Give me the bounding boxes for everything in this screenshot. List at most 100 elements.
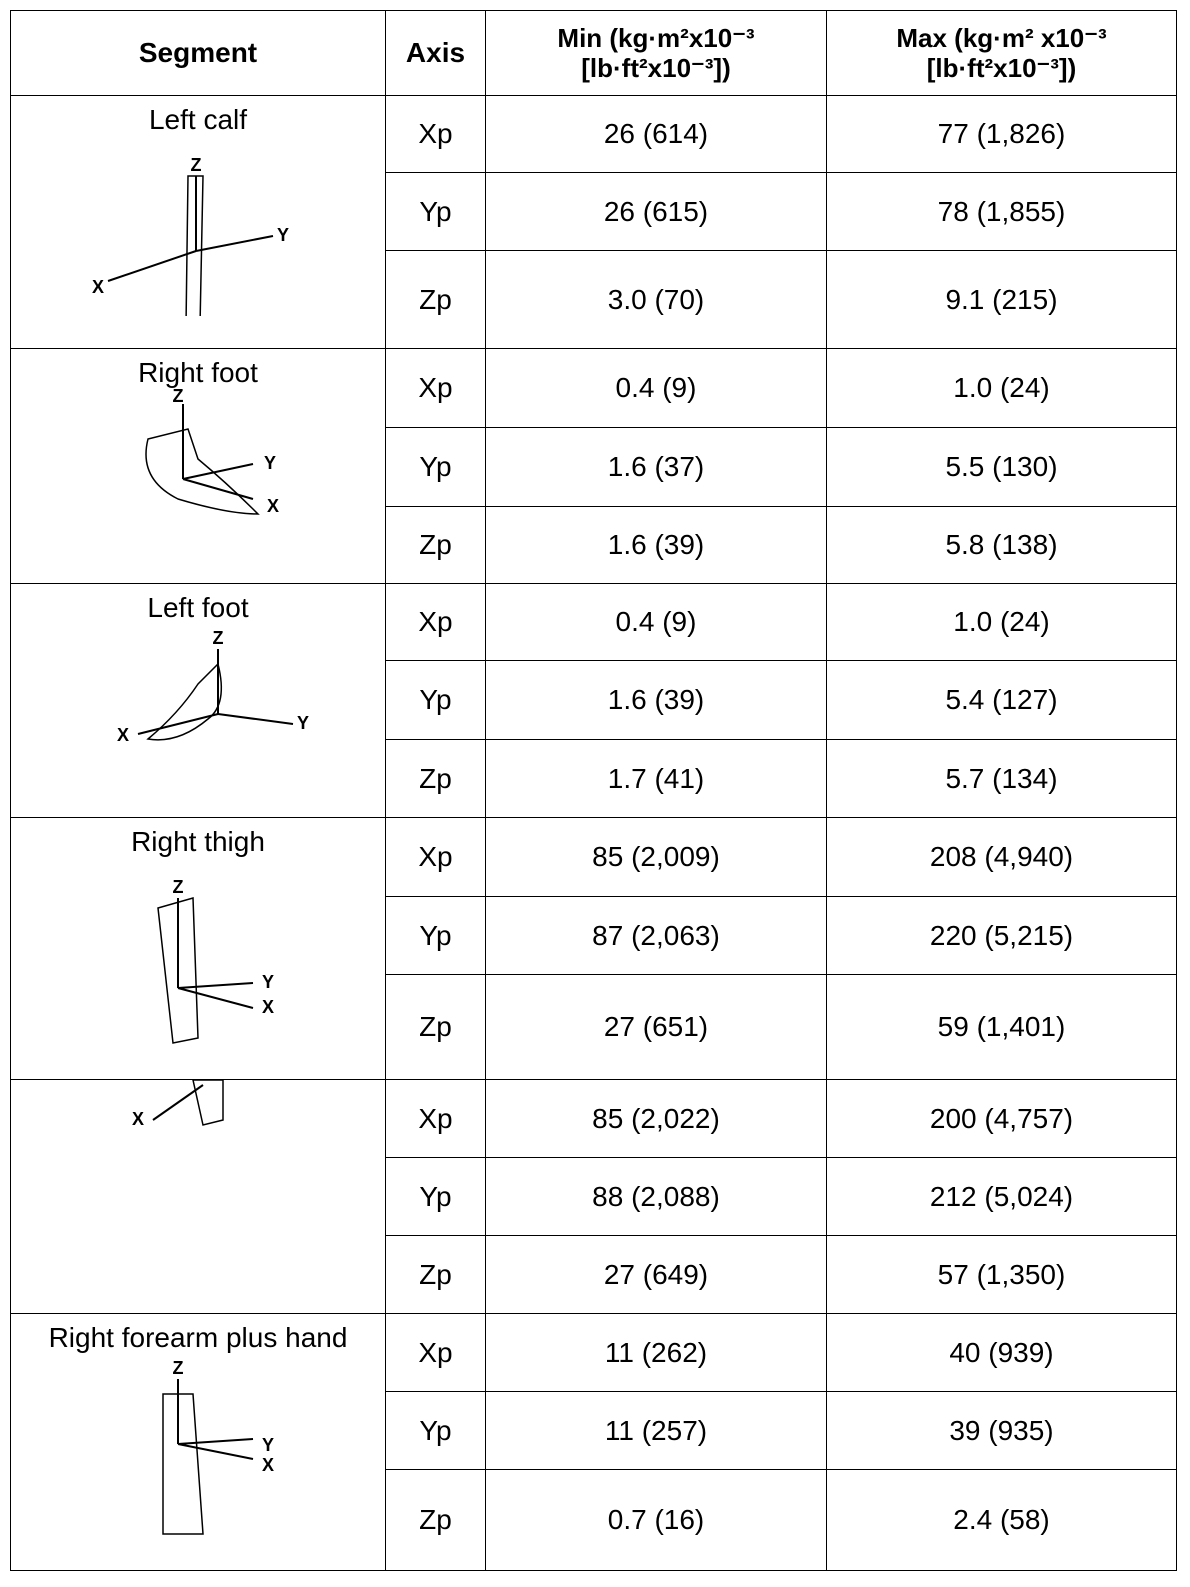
figure-label: X: [267, 496, 279, 516]
header-cell: Min (kg·m²x10⁻³ [lb·ft²x10⁻³]): [485, 10, 827, 96]
segment-cell: X: [10, 1079, 386, 1314]
segment-name: Left calf: [148, 104, 248, 135]
min-cell: 1.6 (37): [485, 427, 827, 507]
max-cell: 200 (4,757): [826, 1079, 1177, 1158]
max-cell: 1.0 (24): [826, 583, 1177, 661]
min-cell: 85 (2,009): [485, 817, 827, 897]
min-cell: 3.0 (70): [485, 250, 827, 349]
axis-cell: Xp: [385, 583, 486, 661]
max-cell: 220 (5,215): [826, 896, 1177, 975]
axis-arrow: [107, 250, 197, 282]
limb-outline: [162, 1393, 204, 1535]
axis-cell: Zp: [385, 506, 486, 584]
min-cell: 0.4 (9): [485, 583, 827, 661]
figure-label: Z: [173, 1358, 184, 1378]
figure-label: Y: [297, 713, 309, 733]
axis-cell: Xp: [385, 95, 486, 173]
axis-arrow: [182, 478, 254, 500]
min-cell: 11 (262): [485, 1313, 827, 1392]
table-row: Left foot Z Y X Xp 0.4 (9) 1.0 (24): [10, 583, 1177, 818]
header-line: Min (kg·m²x10⁻³: [557, 23, 755, 53]
max-cell: 5.8 (138): [826, 506, 1177, 584]
segment-name: Right thigh: [131, 826, 265, 857]
header-cell: Segment: [10, 10, 386, 96]
min-cell: 26 (614): [485, 95, 827, 173]
axis-cell: Xp: [385, 817, 486, 897]
table-row: Yp 11 (257) 39 (935): [11, 1391, 1177, 1470]
min-cell: 11 (257): [485, 1391, 827, 1470]
max-cell: 5.4 (127): [826, 660, 1177, 740]
max-cell: 5.7 (134): [826, 739, 1177, 818]
figure-label: X: [262, 1455, 274, 1475]
figure-label: Y: [262, 972, 274, 992]
figure-label: Z: [191, 155, 202, 175]
limb-outline: [146, 662, 223, 741]
axis-arrow: [177, 987, 254, 1009]
inertia-table: Segment Axis Min (kg·m²x10⁻³ [lb·ft²x10⁻³…: [10, 10, 1177, 1571]
table-row: Left calf Z Y X Xp 26 (614) 77 (1,826): [10, 95, 1177, 349]
max-cell: 59 (1,401): [826, 974, 1177, 1080]
axis-cell: Yp: [385, 1157, 486, 1236]
header-line: [lb·ft²x10⁻³]): [581, 53, 731, 83]
table-row: X Xp 85 (2,022) 200 (4,757): [10, 1079, 1177, 1314]
segment-figure: Z YX: [162, 1358, 274, 1535]
header-cell: Max (kg·m² x10⁻³ [lb·ft²x10⁻³]): [826, 10, 1177, 96]
max-cell: 1.0 (24): [826, 348, 1177, 428]
min-cell: 0.7 (16): [485, 1469, 827, 1571]
axis-cell: Zp: [385, 1469, 486, 1571]
max-cell: 208 (4,940): [826, 817, 1177, 897]
segment-cell: Right forearm plus hand Z Y X: [10, 1313, 386, 1571]
table-row: Yp 88 (2,088) 212 (5,024): [11, 1157, 1177, 1236]
axis-cell: Yp: [385, 172, 486, 251]
segment-figure: ZYX: [117, 628, 309, 745]
segment-cell: Left foot Z Y X: [10, 583, 386, 818]
limb-outline: [145, 428, 260, 515]
max-cell: 40 (939): [826, 1313, 1177, 1392]
figure-label: X: [132, 1109, 144, 1129]
figure-label: Z: [213, 628, 224, 648]
axis-arrow: [152, 1084, 204, 1121]
header-cell: Axis: [385, 10, 486, 96]
axis-cell: Yp: [385, 427, 486, 507]
segment-figure: Z Y X: [145, 389, 279, 516]
max-cell: 9.1 (215): [826, 250, 1177, 349]
axis-cell: Zp: [385, 1235, 486, 1314]
segment-cell: Left calf Z Y X: [10, 95, 386, 349]
segment-cell: Right foot Z Y X: [10, 348, 386, 584]
axis-cell: Xp: [385, 348, 486, 428]
max-cell: 57 (1,350): [826, 1235, 1177, 1314]
segment-name: Right foot: [138, 357, 258, 388]
segment-cell: Right thigh Z Y X: [10, 817, 386, 1080]
axis-cell: Yp: [385, 660, 486, 740]
axis-arrow: [182, 463, 254, 480]
figure-label: Y: [277, 225, 289, 245]
segment-figure: ZYX: [92, 155, 289, 316]
segment-figure: X: [132, 1080, 224, 1129]
figure-label: Z: [173, 389, 184, 406]
axis-arrow: [177, 1443, 254, 1460]
min-cell: 85 (2,022): [485, 1079, 827, 1158]
axis-arrow: [137, 713, 219, 735]
table-row: Yp 1.6 (39) 5.4 (127): [11, 660, 1177, 740]
axis-cell: Xp: [385, 1079, 486, 1158]
limb-outline: [157, 897, 199, 1044]
min-cell: 1.7 (41): [485, 739, 827, 818]
table-row: Yp 26 (615) 78 (1,855): [11, 172, 1177, 251]
segment-figure: ZYX: [157, 877, 274, 1044]
min-cell: 27 (651): [485, 974, 827, 1080]
min-cell: 0.4 (9): [485, 348, 827, 428]
axis-cell: Xp: [385, 1313, 486, 1392]
header-line: Max (kg·m² x10⁻³: [896, 23, 1107, 53]
min-cell: 26 (615): [485, 172, 827, 251]
table-row: Right foot Z Y X Xp 0.4 (9) 1.0 (24): [10, 348, 1177, 584]
figure-label: Y: [264, 453, 276, 473]
table-body: Left calf Z Y X Xp 26 (614) 77 (1,826) Yp 26 (61…: [10, 95, 1177, 1571]
header-row: Segment Axis Min (kg·m²x10⁻³ [lb·ft²x10⁻³…: [10, 10, 1177, 96]
axis-cell: Zp: [385, 250, 486, 349]
figure-label: Y: [262, 1435, 274, 1455]
axis-cell: Zp: [385, 739, 486, 818]
limb-outline: [185, 175, 204, 316]
min-cell: 87 (2,063): [485, 896, 827, 975]
max-cell: 212 (5,024): [826, 1157, 1177, 1236]
axis-arrow: [177, 1438, 254, 1445]
